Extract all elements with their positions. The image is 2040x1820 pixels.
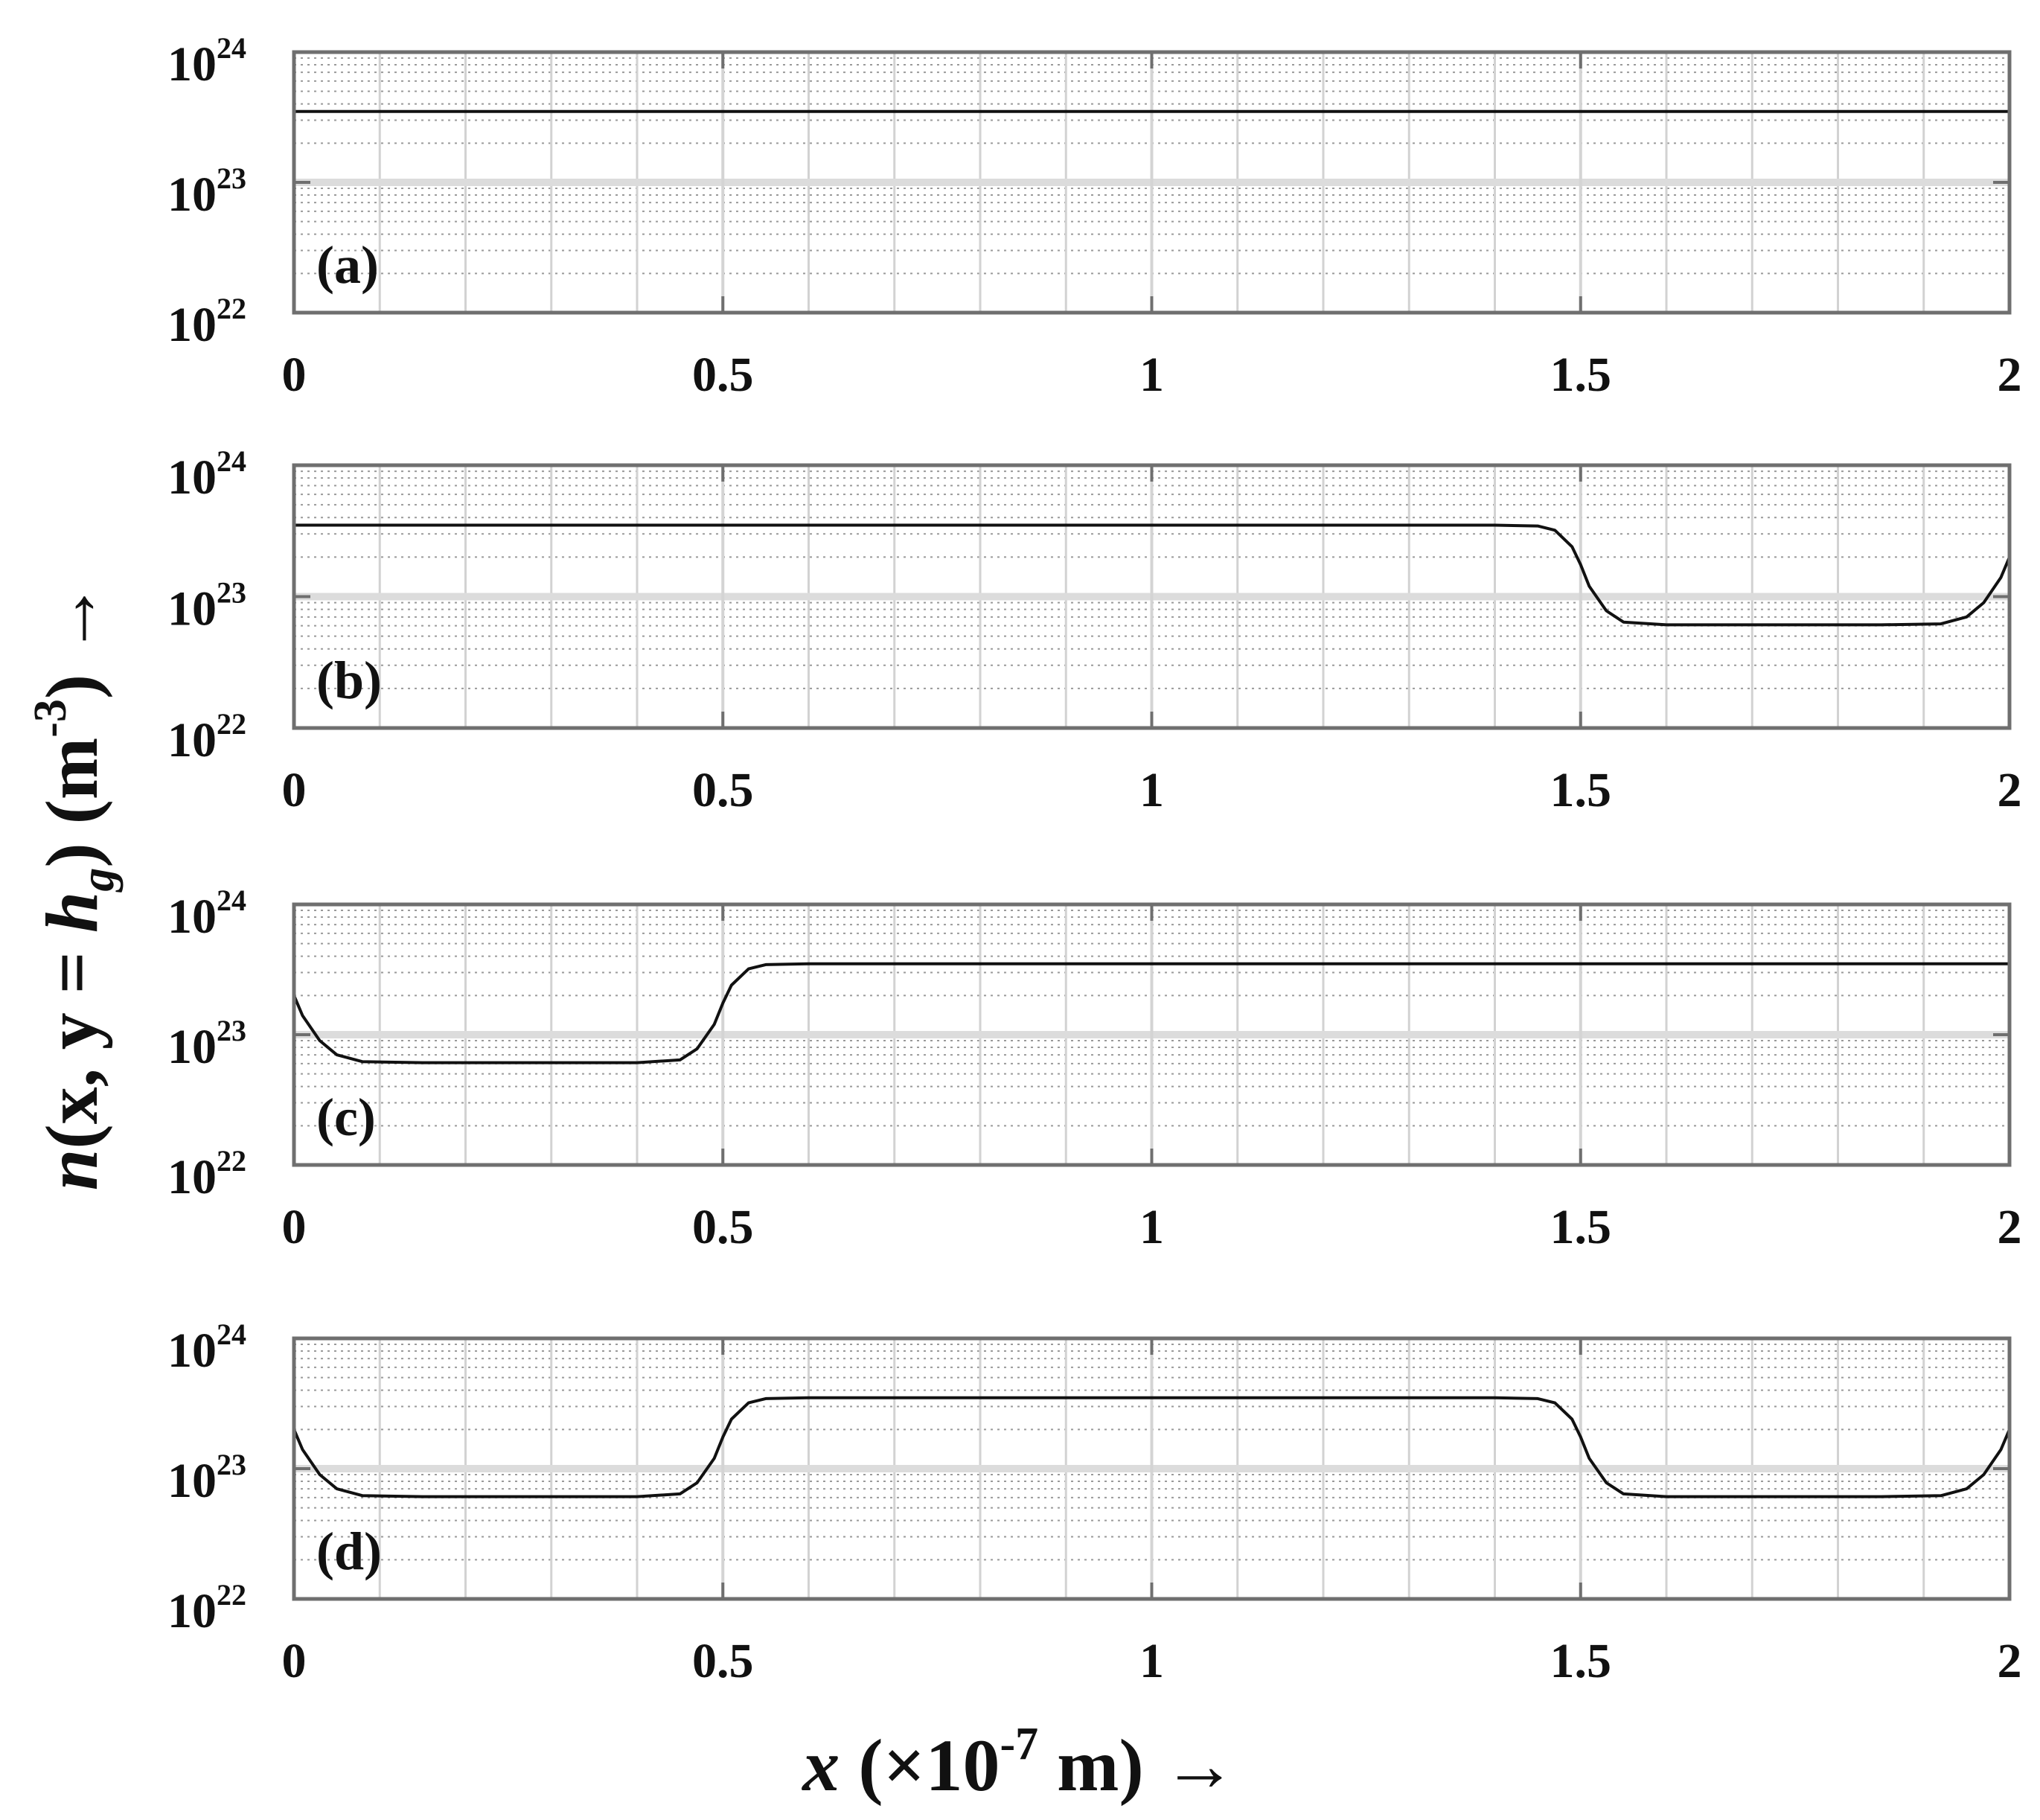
y-tick-exponent: 24 <box>217 31 246 65</box>
y-tick-label: 1024 <box>167 31 246 92</box>
y-tick-label: 1024 <box>167 1318 246 1378</box>
y-tick-exponent: 24 <box>217 884 246 917</box>
panel-label: (b) <box>316 651 382 710</box>
x-tick-label: 2 <box>1998 763 2022 817</box>
x-axis-label-exponent: -7 <box>1000 1719 1039 1769</box>
x-tick-label: 0 <box>282 1634 307 1688</box>
y-tick-exponent: 23 <box>217 1448 246 1481</box>
x-tick-label: 1 <box>1139 763 1164 817</box>
x-axis-label-tail: m) → <box>1038 1724 1237 1807</box>
y-tick-label: 1022 <box>167 292 246 352</box>
y-tick-label: 1022 <box>167 707 246 767</box>
y-tick-exponent: 23 <box>217 1014 246 1047</box>
y-tick-exponent: 24 <box>217 444 246 478</box>
y-tick-base: 10 <box>167 1584 217 1638</box>
y-axis-label: n(x, y = hg) (m-3) → <box>25 581 124 1190</box>
x-tick-label: 1.5 <box>1550 763 1612 817</box>
y-axis-label-text: (x, y = <box>31 933 113 1149</box>
x-tick-label: 1.5 <box>1550 348 1612 402</box>
series-line <box>294 523 2011 627</box>
x-tick-label: 0.5 <box>692 348 754 402</box>
x-tick-label: 0 <box>282 763 307 817</box>
y-tick-base: 10 <box>167 37 217 92</box>
panel-label: (d) <box>316 1522 382 1581</box>
y-tick-base: 10 <box>167 582 217 636</box>
x-tick-label: 0.5 <box>692 1634 754 1688</box>
y-tick-exponent: 23 <box>217 576 246 610</box>
y-tick-label: 1022 <box>167 1578 246 1638</box>
x-tick-label: 0.5 <box>692 763 754 817</box>
x-tick-label: 2 <box>1998 348 2022 402</box>
x-axis-label-var: x <box>801 1724 840 1807</box>
y-tick-base: 10 <box>167 1020 217 1074</box>
x-tick-label: 2 <box>1998 1200 2022 1254</box>
x-tick-label: 0 <box>282 1200 307 1254</box>
x-tick-label: 1 <box>1139 348 1164 402</box>
y-axis-label-unit: ) (m <box>31 738 113 868</box>
x-tick-label: 1.5 <box>1550 1200 1612 1254</box>
y-tick-label: 1024 <box>167 444 246 505</box>
x-axis-label-text: (×10 <box>840 1724 1000 1807</box>
y-axis-label-end: ) → <box>31 581 113 699</box>
y-axis-label-exponent: -3 <box>25 699 76 738</box>
y-tick-base: 10 <box>167 1150 217 1204</box>
series-line <box>292 962 2009 1064</box>
y-tick-exponent: 22 <box>217 1144 246 1178</box>
y-tick-label: 1023 <box>167 162 246 222</box>
panel-label: (a) <box>316 235 379 295</box>
y-tick-base: 10 <box>167 890 217 944</box>
y-tick-label: 1023 <box>167 576 246 636</box>
x-tick-label: 1 <box>1139 1634 1164 1688</box>
y-axis-label-group: n(x, y = hg) (m-3) → <box>25 581 124 1190</box>
x-tick-label: 0.5 <box>692 1200 754 1254</box>
y-tick-base: 10 <box>167 450 217 505</box>
y-tick-label: 1022 <box>167 1144 246 1204</box>
y-tick-label: 1023 <box>167 1014 246 1074</box>
y-tick-base: 10 <box>167 298 217 352</box>
y-axis-label-h: h <box>31 892 113 933</box>
y-axis-label-subscript: g <box>71 868 124 893</box>
y-tick-label: 1024 <box>167 884 246 944</box>
y-tick-exponent: 24 <box>217 1318 246 1351</box>
y-tick-base: 10 <box>167 1324 217 1378</box>
y-tick-exponent: 22 <box>217 1578 246 1612</box>
y-tick-exponent: 22 <box>217 292 246 325</box>
series-line <box>292 1396 2011 1498</box>
panel-label: (c) <box>316 1088 376 1147</box>
y-tick-base: 10 <box>167 167 217 222</box>
x-axis-label: x (×10-7 m) → <box>801 1719 1237 1807</box>
y-tick-base: 10 <box>167 713 217 767</box>
y-tick-exponent: 23 <box>217 162 246 195</box>
y-tick-exponent: 22 <box>217 707 246 741</box>
x-tick-label: 0 <box>282 348 307 402</box>
x-tick-label: 1.5 <box>1550 1634 1612 1688</box>
x-tick-label: 2 <box>1998 1634 2022 1688</box>
y-axis-label-var: n <box>31 1149 113 1191</box>
x-tick-label: 1 <box>1139 1200 1164 1254</box>
y-tick-label: 1023 <box>167 1448 246 1508</box>
y-tick-base: 10 <box>167 1454 217 1508</box>
